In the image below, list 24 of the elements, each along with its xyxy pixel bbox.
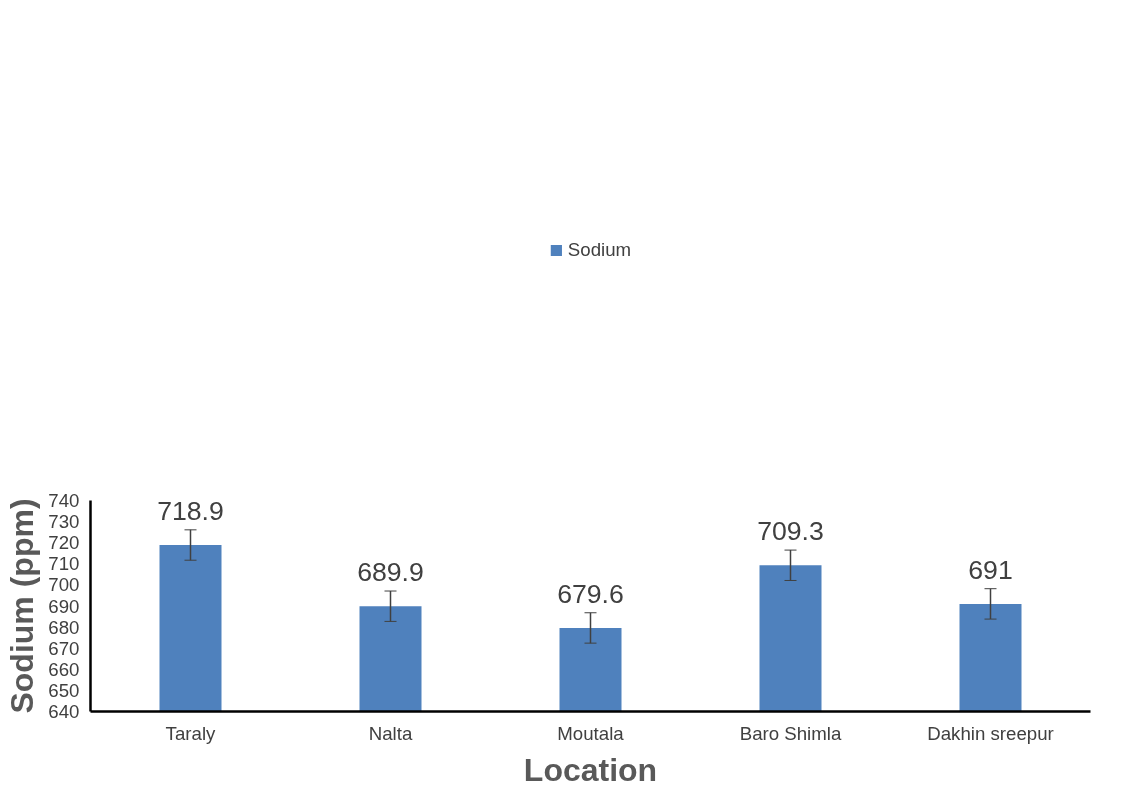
y-tick-label: 700 <box>48 574 80 596</box>
y-tick-label: 720 <box>48 532 80 554</box>
x-tick-label: Moutala <box>557 722 625 744</box>
y-tick-label: 710 <box>48 553 80 575</box>
y-tick-label: 670 <box>48 637 80 659</box>
y-axis-title: Sodium (ppm) <box>4 498 41 714</box>
data-label: 679.6 <box>557 578 624 609</box>
y-tick-label: 730 <box>48 511 80 533</box>
x-tick-label: Dakhin sreepur <box>927 722 1054 744</box>
data-label: 709.3 <box>757 516 824 547</box>
data-label: 689.9 <box>357 557 424 588</box>
y-tick-label: 740 <box>48 490 80 511</box>
x-tick-label: Taraly <box>165 722 217 744</box>
y-tick-label: 680 <box>48 616 80 638</box>
data-label: 691 <box>968 554 1013 585</box>
legend-label: Sodium <box>567 239 632 261</box>
y-tick-label: 640 <box>48 701 80 722</box>
y-tick-label: 690 <box>48 595 80 617</box>
y-tick-label: 660 <box>48 658 80 680</box>
x-axis-title: Location <box>523 751 658 788</box>
data-label: 718.9 <box>157 495 224 526</box>
y-tick-label: 650 <box>48 679 80 701</box>
x-tick-label: Nalta <box>368 722 413 744</box>
x-tick-label: Baro Shimla <box>739 722 842 744</box>
